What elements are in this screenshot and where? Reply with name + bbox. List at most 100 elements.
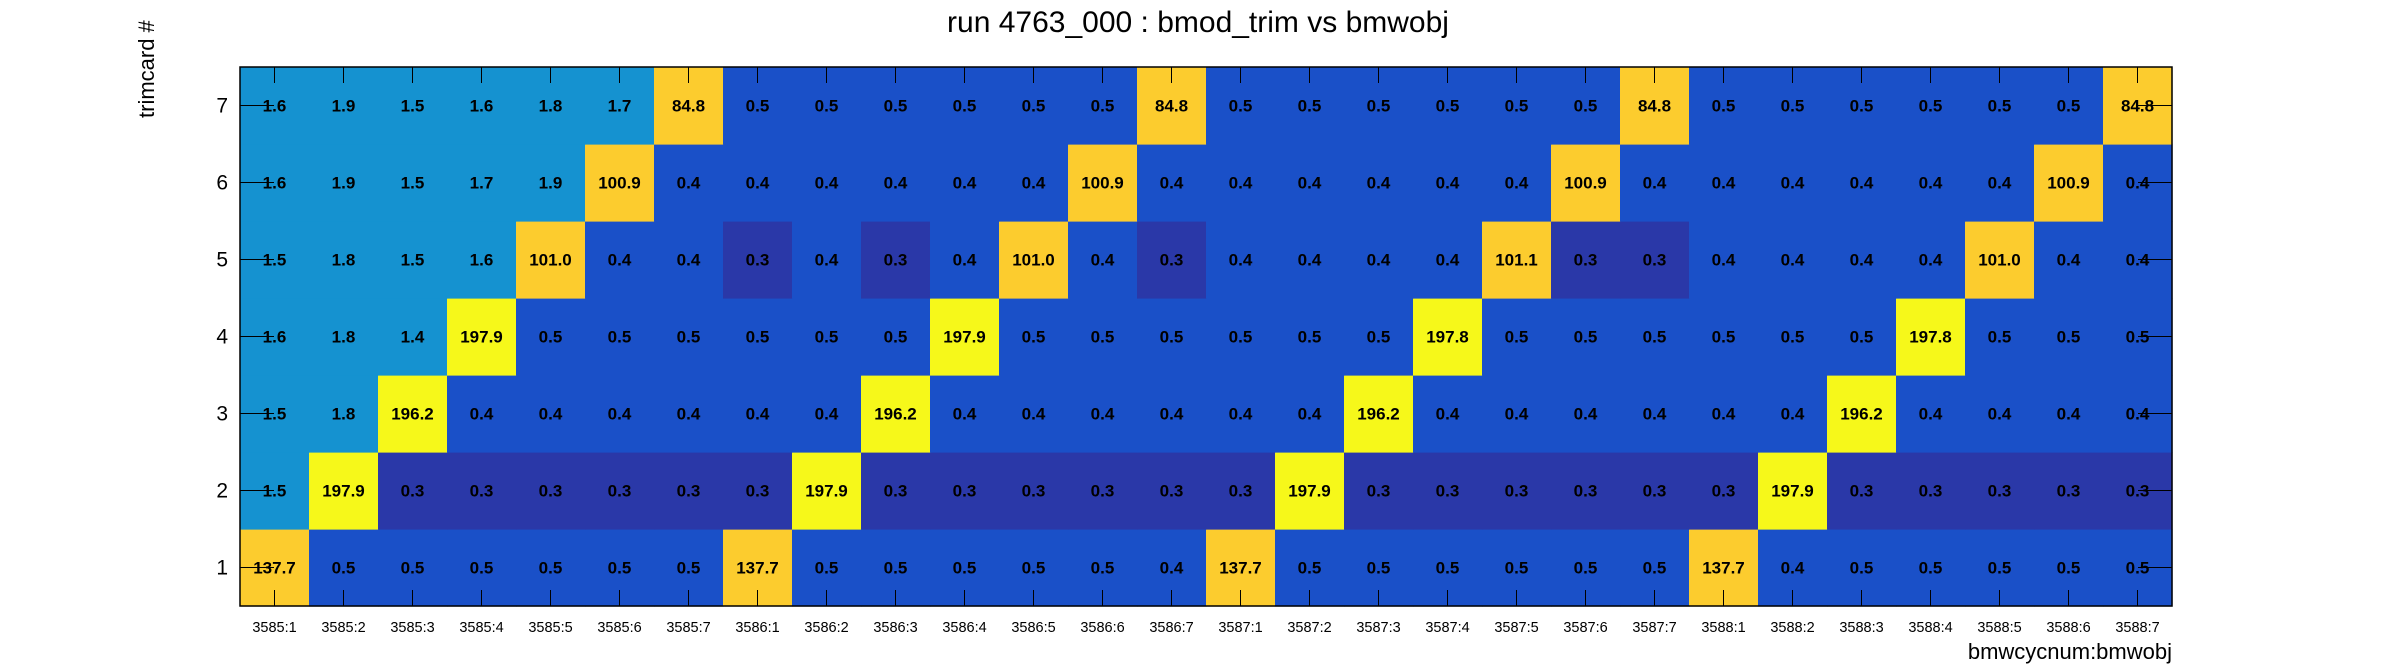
cell-value-label: 0.4: [677, 405, 701, 424]
cell-value-label: 0.5: [884, 97, 908, 116]
heatmap-cell: [447, 221, 517, 299]
cell-value-label: 0.5: [1988, 328, 2012, 347]
heatmap-cell: [1896, 144, 1966, 222]
cell-value-label: 0.5: [2126, 559, 2150, 578]
cell-value-label: 0.3: [1712, 482, 1736, 501]
heatmap-cell: [1137, 144, 1207, 222]
heatmap-cell: [1689, 221, 1759, 299]
cell-value-label: 0.4: [677, 251, 701, 270]
cell-value-label: 0.4: [1988, 405, 2012, 424]
cell-value-label: 0.4: [1298, 174, 1322, 193]
heatmap-cell: [999, 144, 1069, 222]
heatmap-cell: [1206, 375, 1276, 453]
cell-value-label: 0.3: [1436, 482, 1460, 501]
heatmap-cell: [1344, 298, 1414, 376]
heatmap-cell: [1137, 221, 1207, 299]
heatmap-cell: [861, 375, 931, 453]
x-axis-ticks: 3585:1 3585:2 3585:3 3585:4 3585:5 3585:6 3585…: [252, 67, 2160, 636]
cell-value-label: 0.4: [608, 251, 632, 270]
cell-value-label: 100.9: [2047, 174, 2090, 193]
heatmap-cell: [654, 221, 724, 299]
cell-value-label: 0.4: [1643, 174, 1667, 193]
cell-value-label: 0.3: [1229, 482, 1253, 501]
cell-value-label: 197.9: [1288, 482, 1331, 501]
cell-value-label: 0.4: [1229, 251, 1253, 270]
x-tick-label: 3586:3: [873, 620, 917, 636]
heatmap-cell: [1620, 452, 1690, 530]
cell-value-label: 0.5: [1988, 97, 2012, 116]
cell-value-label: 0.3: [1643, 251, 1667, 270]
heatmap-cell: [1827, 452, 1897, 530]
cell-value-label: 0.5: [1436, 97, 1460, 116]
heatmap-cell: [861, 221, 931, 299]
x-tick-label: 3585:3: [390, 620, 434, 636]
heatmap-cell: [309, 298, 379, 376]
heatmap-cell: [1758, 144, 1828, 222]
cell-value-label: 197.9: [322, 482, 365, 501]
heatmap-cell: [723, 144, 793, 222]
y-tick-label: 2: [216, 480, 228, 503]
x-tick-label: 3588:5: [1977, 620, 2021, 636]
cell-value-label: 0.5: [1298, 328, 1322, 347]
cell-value-label: 0.5: [1712, 97, 1736, 116]
x-tick-label: 3586:6: [1080, 620, 1124, 636]
cell-value-label: 0.4: [815, 174, 839, 193]
heatmap-cell: [1689, 298, 1759, 376]
heatmap-cell: [1137, 375, 1207, 453]
cell-value-label: 0.5: [1574, 328, 1598, 347]
cell-value-label: 1.5: [263, 405, 287, 424]
y-tick-label: 3: [216, 403, 228, 426]
cell-value-label: 0.3: [1643, 482, 1667, 501]
heatmap-cell: [585, 144, 655, 222]
cell-value-label: 0.4: [1022, 174, 1046, 193]
y-axis-title: trimcard #: [134, 19, 159, 118]
heatmap-cell: [447, 144, 517, 222]
cell-value-label: 0.5: [746, 328, 770, 347]
heatmap-cell: [930, 221, 1000, 299]
cell-value-label: 0.3: [1919, 482, 1943, 501]
heatmap-cell: [1551, 144, 1621, 222]
cell-value-label: 1.6: [470, 97, 494, 116]
cell-value-label: 0.4: [1436, 405, 1460, 424]
heatmap-cell: [1620, 221, 1690, 299]
cell-value-label: 0.5: [815, 559, 839, 578]
cell-value-label: 137.7: [736, 559, 779, 578]
y-tick-label: 4: [216, 326, 228, 349]
heatmap-cell: [792, 221, 862, 299]
x-tick-label: 3585:1: [252, 620, 296, 636]
cell-value-label: 0.5: [884, 559, 908, 578]
cell-value-label: 0.4: [1298, 251, 1322, 270]
cell-value-label: 0.5: [1298, 97, 1322, 116]
heatmap-cell: [1965, 375, 2035, 453]
heatmap-cell: [930, 375, 1000, 453]
cell-value-label: 84.8: [1155, 97, 1188, 116]
x-tick-label: 3588:4: [1908, 620, 1952, 636]
cell-value-label: 0.5: [1505, 97, 1529, 116]
cell-value-label: 101.0: [1012, 251, 1055, 270]
cell-value-label: 0.5: [539, 328, 563, 347]
x-tick-label: 3588:6: [2046, 620, 2090, 636]
heatmap-cell: [1413, 452, 1483, 530]
cell-value-label: 0.5: [1229, 328, 1253, 347]
cell-value-label: 137.7: [253, 559, 296, 578]
x-axis-title: bmwcycnum:bmwobj: [1968, 639, 2172, 664]
heatmap-cell: [2034, 144, 2104, 222]
heatmap-cell: [1551, 221, 1621, 299]
cell-value-label: 0.4: [608, 405, 632, 424]
cell-value-label: 197.8: [1426, 328, 1469, 347]
cell-value-label: 0.3: [1160, 482, 1184, 501]
heatmap-cell: [447, 452, 517, 530]
cell-value-label: 0.4: [1850, 251, 1874, 270]
cell-value-label: 0.3: [884, 482, 908, 501]
heatmap-cell: [1689, 144, 1759, 222]
heatmap-cell: [1551, 375, 1621, 453]
heatmap-cell: [1206, 221, 1276, 299]
heatmap-cell: [309, 221, 379, 299]
cell-value-label: 0.4: [953, 405, 977, 424]
cell-value-label: 100.9: [1564, 174, 1607, 193]
heatmap-cell: [2034, 221, 2104, 299]
cell-value-label: 1.7: [608, 97, 632, 116]
cell-value-label: 197.8: [1909, 328, 1952, 347]
cell-value-label: 1.6: [263, 328, 287, 347]
heatmap-cell: [930, 452, 1000, 530]
